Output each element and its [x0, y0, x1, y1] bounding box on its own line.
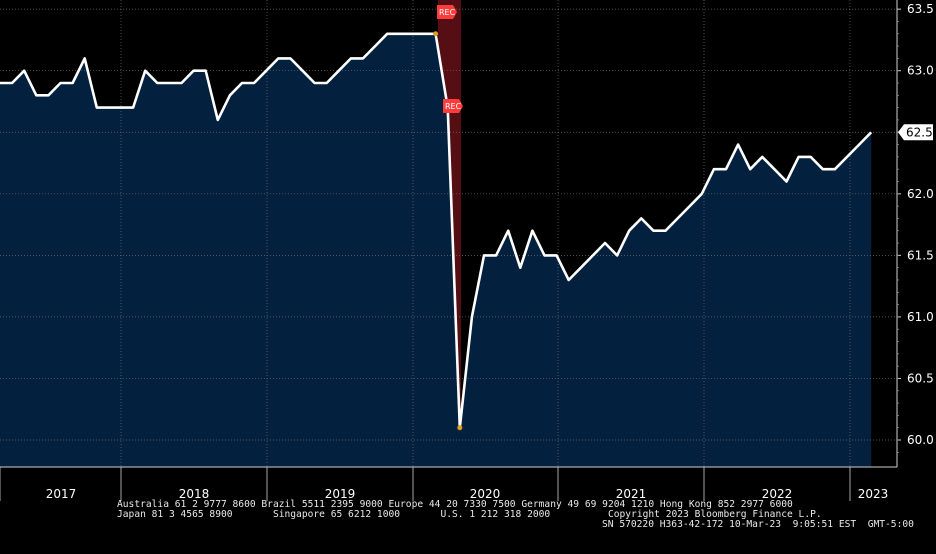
x-tick-label-2019: 2019 — [325, 487, 356, 501]
recession-flag-mid-shape — [443, 99, 463, 113]
area-layer — [0, 33, 872, 468]
recession-flag-mid-label: REC — [445, 102, 462, 111]
y-tick-label-62.0: 62.0 — [907, 187, 934, 201]
y-tick-label-60.5: 60.5 — [907, 371, 934, 385]
marker-layer: REC REC — [433, 5, 463, 431]
x-tick-label-2020: 2020 — [470, 487, 501, 501]
y-tick-label-61.5: 61.5 — [907, 248, 934, 262]
x-tick-label-2017: 2017 — [46, 487, 77, 501]
last-value-badge — [898, 124, 933, 141]
footer-copyright-line: Japan 81 3 4565 8900 Singapore 65 6212 1… — [117, 509, 822, 520]
y-tick-label-63.5: 63.5 — [907, 2, 934, 16]
area-fill — [0, 33, 872, 468]
y-tick-label-60.0: 60.0 — [907, 433, 934, 447]
x-tick-label-2023: 2023 — [858, 487, 889, 501]
y-tick-label-63.0: 63.0 — [907, 64, 934, 78]
footer-timestamp-line: SN 570220 H363-42-172 10-Mar-23 9:05:51 … — [602, 519, 914, 530]
x-tick-label-2021: 2021 — [616, 487, 647, 501]
x-tick-label-2018: 2018 — [179, 487, 210, 501]
grid-layer — [0, 0, 897, 467]
last-value-label: 62.5 — [906, 125, 933, 139]
recession-flag-top-label: REC — [439, 8, 456, 17]
recession-flag-top-shape — [437, 5, 457, 19]
peak-dot — [433, 31, 439, 37]
x-tick-label-2022: 2022 — [762, 487, 793, 501]
y-tick-label-61.0: 61.0 — [907, 310, 934, 324]
axis-layer: 60.0 60.5 61.0 61.5 62.0 62.5 63.0 63.5 2017 2018… — [0, 0, 934, 501]
trough-dot — [457, 425, 463, 431]
footer-contacts-line: Australia 61 2 9777 8600 Brazil 5511 239… — [117, 499, 793, 510]
